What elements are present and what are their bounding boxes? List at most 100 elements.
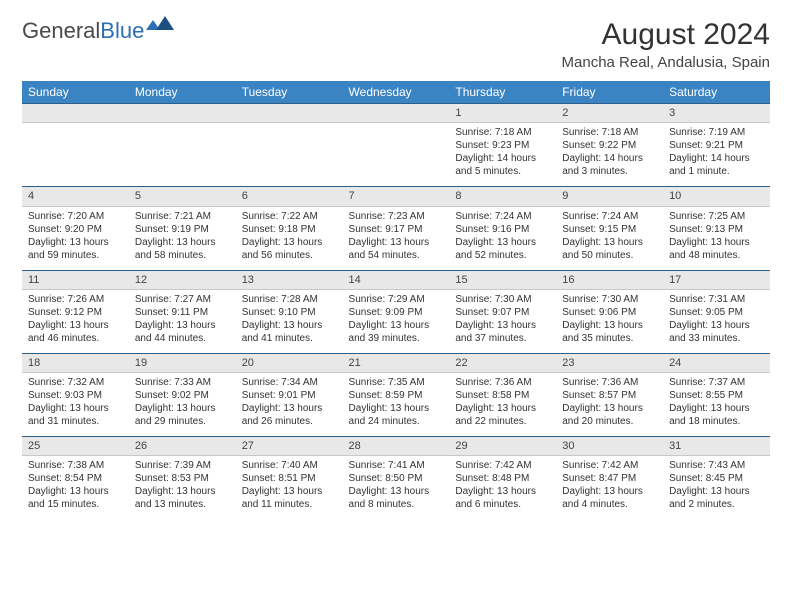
daylight: Daylight: 13 hours and 33 minutes. xyxy=(669,319,764,345)
sunset: Sunset: 8:51 PM xyxy=(242,472,337,485)
daylight: Daylight: 13 hours and 37 minutes. xyxy=(455,319,550,345)
sunset: Sunset: 9:17 PM xyxy=(349,223,444,236)
day-cell: Sunrise: 7:18 AMSunset: 9:22 PMDaylight:… xyxy=(556,123,663,187)
weekday-header: Tuesday xyxy=(236,81,343,104)
day-cell: Sunrise: 7:24 AMSunset: 9:16 PMDaylight:… xyxy=(449,206,556,270)
day-number: 2 xyxy=(556,104,663,123)
logo-text: GeneralBlue xyxy=(22,18,144,44)
day-cell: Sunrise: 7:32 AMSunset: 9:03 PMDaylight:… xyxy=(22,373,129,437)
location: Mancha Real, Andalusia, Spain xyxy=(562,54,770,71)
sunset: Sunset: 8:54 PM xyxy=(28,472,123,485)
sunset: Sunset: 8:55 PM xyxy=(669,389,764,402)
day-number: 11 xyxy=(22,270,129,289)
day-number: 16 xyxy=(556,270,663,289)
day-number: 3 xyxy=(663,104,770,123)
daylight: Daylight: 13 hours and 20 minutes. xyxy=(562,402,657,428)
day-number: 28 xyxy=(343,437,450,456)
day-cell: Sunrise: 7:28 AMSunset: 9:10 PMDaylight:… xyxy=(236,289,343,353)
sunset: Sunset: 9:19 PM xyxy=(135,223,230,236)
day-cell: Sunrise: 7:33 AMSunset: 9:02 PMDaylight:… xyxy=(129,373,236,437)
day-cell xyxy=(236,123,343,187)
day-number: 10 xyxy=(663,187,770,206)
header: GeneralBlue August 2024 Mancha Real, And… xyxy=(22,18,770,71)
sunrise: Sunrise: 7:24 AM xyxy=(455,210,550,223)
day-cell: Sunrise: 7:26 AMSunset: 9:12 PMDaylight:… xyxy=(22,289,129,353)
sunrise: Sunrise: 7:35 AM xyxy=(349,376,444,389)
weekday-header: Thursday xyxy=(449,81,556,104)
daylight: Daylight: 13 hours and 4 minutes. xyxy=(562,485,657,511)
month-title: August 2024 xyxy=(562,18,770,52)
daylight: Daylight: 13 hours and 50 minutes. xyxy=(562,236,657,262)
day-cell xyxy=(343,123,450,187)
day-number: 12 xyxy=(129,270,236,289)
day-cell: Sunrise: 7:37 AMSunset: 8:55 PMDaylight:… xyxy=(663,373,770,437)
daynum-row: 45678910 xyxy=(22,187,770,206)
day-number: 30 xyxy=(556,437,663,456)
logo-general: General xyxy=(22,18,100,43)
day-cell: Sunrise: 7:25 AMSunset: 9:13 PMDaylight:… xyxy=(663,206,770,270)
day-number: 31 xyxy=(663,437,770,456)
sunset: Sunset: 9:13 PM xyxy=(669,223,764,236)
day-cell: Sunrise: 7:34 AMSunset: 9:01 PMDaylight:… xyxy=(236,373,343,437)
day-cell: Sunrise: 7:42 AMSunset: 8:48 PMDaylight:… xyxy=(449,456,556,520)
daynum-row: 11121314151617 xyxy=(22,270,770,289)
daylight: Daylight: 13 hours and 41 minutes. xyxy=(242,319,337,345)
sunset: Sunset: 8:48 PM xyxy=(455,472,550,485)
weekday-header: Friday xyxy=(556,81,663,104)
sunset: Sunset: 9:18 PM xyxy=(242,223,337,236)
weekday-header: Sunday xyxy=(22,81,129,104)
day-number: 6 xyxy=(236,187,343,206)
day-number: 22 xyxy=(449,353,556,372)
day-number: 7 xyxy=(343,187,450,206)
daylight: Daylight: 13 hours and 13 minutes. xyxy=(135,485,230,511)
day-cell: Sunrise: 7:19 AMSunset: 9:21 PMDaylight:… xyxy=(663,123,770,187)
day-number: 17 xyxy=(663,270,770,289)
sunrise: Sunrise: 7:38 AM xyxy=(28,459,123,472)
sunrise: Sunrise: 7:30 AM xyxy=(455,293,550,306)
day-cell: Sunrise: 7:24 AMSunset: 9:15 PMDaylight:… xyxy=(556,206,663,270)
sunset: Sunset: 8:57 PM xyxy=(562,389,657,402)
day-cell: Sunrise: 7:30 AMSunset: 9:07 PMDaylight:… xyxy=(449,289,556,353)
daylight: Daylight: 13 hours and 2 minutes. xyxy=(669,485,764,511)
daynum-row: 123 xyxy=(22,104,770,123)
sunrise: Sunrise: 7:33 AM xyxy=(135,376,230,389)
day-cell: Sunrise: 7:31 AMSunset: 9:05 PMDaylight:… xyxy=(663,289,770,353)
daylight: Daylight: 13 hours and 26 minutes. xyxy=(242,402,337,428)
sunset: Sunset: 9:09 PM xyxy=(349,306,444,319)
day-cell: Sunrise: 7:39 AMSunset: 8:53 PMDaylight:… xyxy=(129,456,236,520)
sunrise: Sunrise: 7:34 AM xyxy=(242,376,337,389)
sunset: Sunset: 9:10 PM xyxy=(242,306,337,319)
logo-blue: Blue xyxy=(100,18,144,43)
daylight: Daylight: 13 hours and 31 minutes. xyxy=(28,402,123,428)
sunset: Sunset: 9:21 PM xyxy=(669,139,764,152)
sunset: Sunset: 8:45 PM xyxy=(669,472,764,485)
sunset: Sunset: 9:07 PM xyxy=(455,306,550,319)
sunset: Sunset: 9:11 PM xyxy=(135,306,230,319)
data-row: Sunrise: 7:26 AMSunset: 9:12 PMDaylight:… xyxy=(22,289,770,353)
day-cell xyxy=(129,123,236,187)
day-cell: Sunrise: 7:20 AMSunset: 9:20 PMDaylight:… xyxy=(22,206,129,270)
weekday-header: Saturday xyxy=(663,81,770,104)
sunset: Sunset: 8:59 PM xyxy=(349,389,444,402)
daylight: Daylight: 13 hours and 24 minutes. xyxy=(349,402,444,428)
daylight: Daylight: 13 hours and 6 minutes. xyxy=(455,485,550,511)
sunrise: Sunrise: 7:36 AM xyxy=(455,376,550,389)
day-cell xyxy=(22,123,129,187)
sunrise: Sunrise: 7:25 AM xyxy=(669,210,764,223)
day-number xyxy=(343,104,450,123)
daylight: Daylight: 13 hours and 15 minutes. xyxy=(28,485,123,511)
daylight: Daylight: 13 hours and 56 minutes. xyxy=(242,236,337,262)
day-cell: Sunrise: 7:29 AMSunset: 9:09 PMDaylight:… xyxy=(343,289,450,353)
day-number: 25 xyxy=(22,437,129,456)
day-cell: Sunrise: 7:41 AMSunset: 8:50 PMDaylight:… xyxy=(343,456,450,520)
calendar-body: 123Sunrise: 7:18 AMSunset: 9:23 PMDaylig… xyxy=(22,104,770,520)
day-cell: Sunrise: 7:21 AMSunset: 9:19 PMDaylight:… xyxy=(129,206,236,270)
day-number: 20 xyxy=(236,353,343,372)
day-number xyxy=(129,104,236,123)
sunset: Sunset: 8:58 PM xyxy=(455,389,550,402)
sunrise: Sunrise: 7:26 AM xyxy=(28,293,123,306)
day-number: 1 xyxy=(449,104,556,123)
day-number: 19 xyxy=(129,353,236,372)
sunrise: Sunrise: 7:30 AM xyxy=(562,293,657,306)
day-number: 23 xyxy=(556,353,663,372)
